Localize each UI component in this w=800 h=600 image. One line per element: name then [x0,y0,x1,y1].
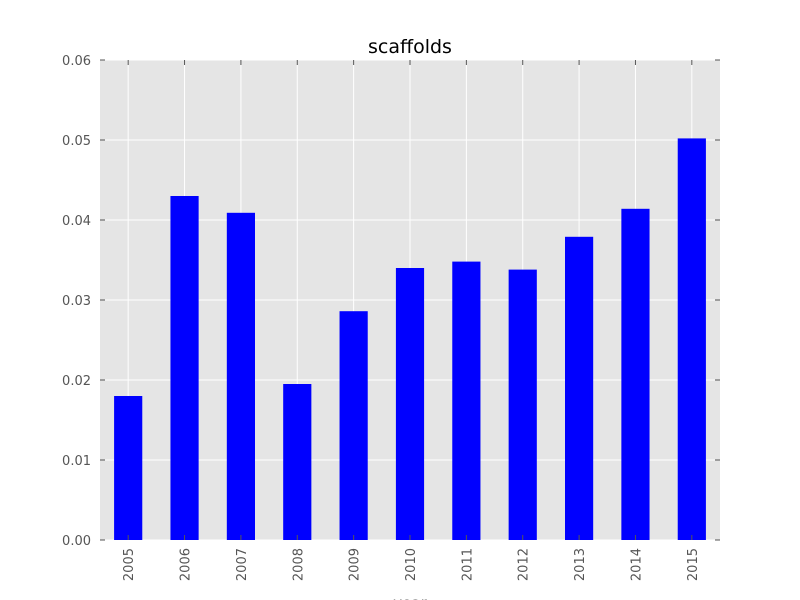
bar-2009 [339,311,368,540]
bar-2006 [170,196,199,540]
y-tick-label: 0.00 [62,534,91,549]
bar-2013 [565,236,594,541]
bar-2007 [226,212,255,541]
y-tick-label: 0.01 [62,454,91,469]
x-tick-label: 2011 [460,548,475,581]
y-tick-label: 0.04 [62,214,91,229]
x-tick-label: 2010 [404,548,419,581]
bar-2011 [452,261,481,540]
y-tick-label: 0.02 [62,374,91,389]
bar-2010 [395,268,425,540]
x-tick-label: 2007 [235,548,250,581]
x-tick-labels: 2005 2006 2007 2008 2009 2010 2011 2012 2013 2014… [122,548,701,581]
bar-2005 [114,396,143,540]
bar-2015 [677,138,706,540]
x-tick-label: 2006 [179,548,194,581]
y-tick-label: 0.03 [62,294,91,309]
bars [114,138,706,541]
x-tick-label: 2009 [348,548,363,581]
x-tick-label: 2014 [629,548,644,581]
chart-title: scaffolds [368,36,452,58]
bar-2012 [508,269,537,540]
x-tick-label: 2005 [122,548,137,581]
y-tick-label: 0.05 [62,134,91,149]
y-tick-label: 0.06 [62,54,91,69]
x-tick-label: 2008 [291,548,306,581]
y-tick-labels: 0.00 0.01 0.02 0.03 0.04 0.05 0.06 [62,54,91,549]
bar-2014 [621,208,650,541]
x-tick-label: 2015 [686,548,701,581]
x-axis-label: year [393,594,427,600]
bar-2008 [283,384,312,540]
ticks [100,59,720,541]
x-tick-label: 2013 [573,548,588,581]
x-tick-label: 2012 [517,548,532,581]
